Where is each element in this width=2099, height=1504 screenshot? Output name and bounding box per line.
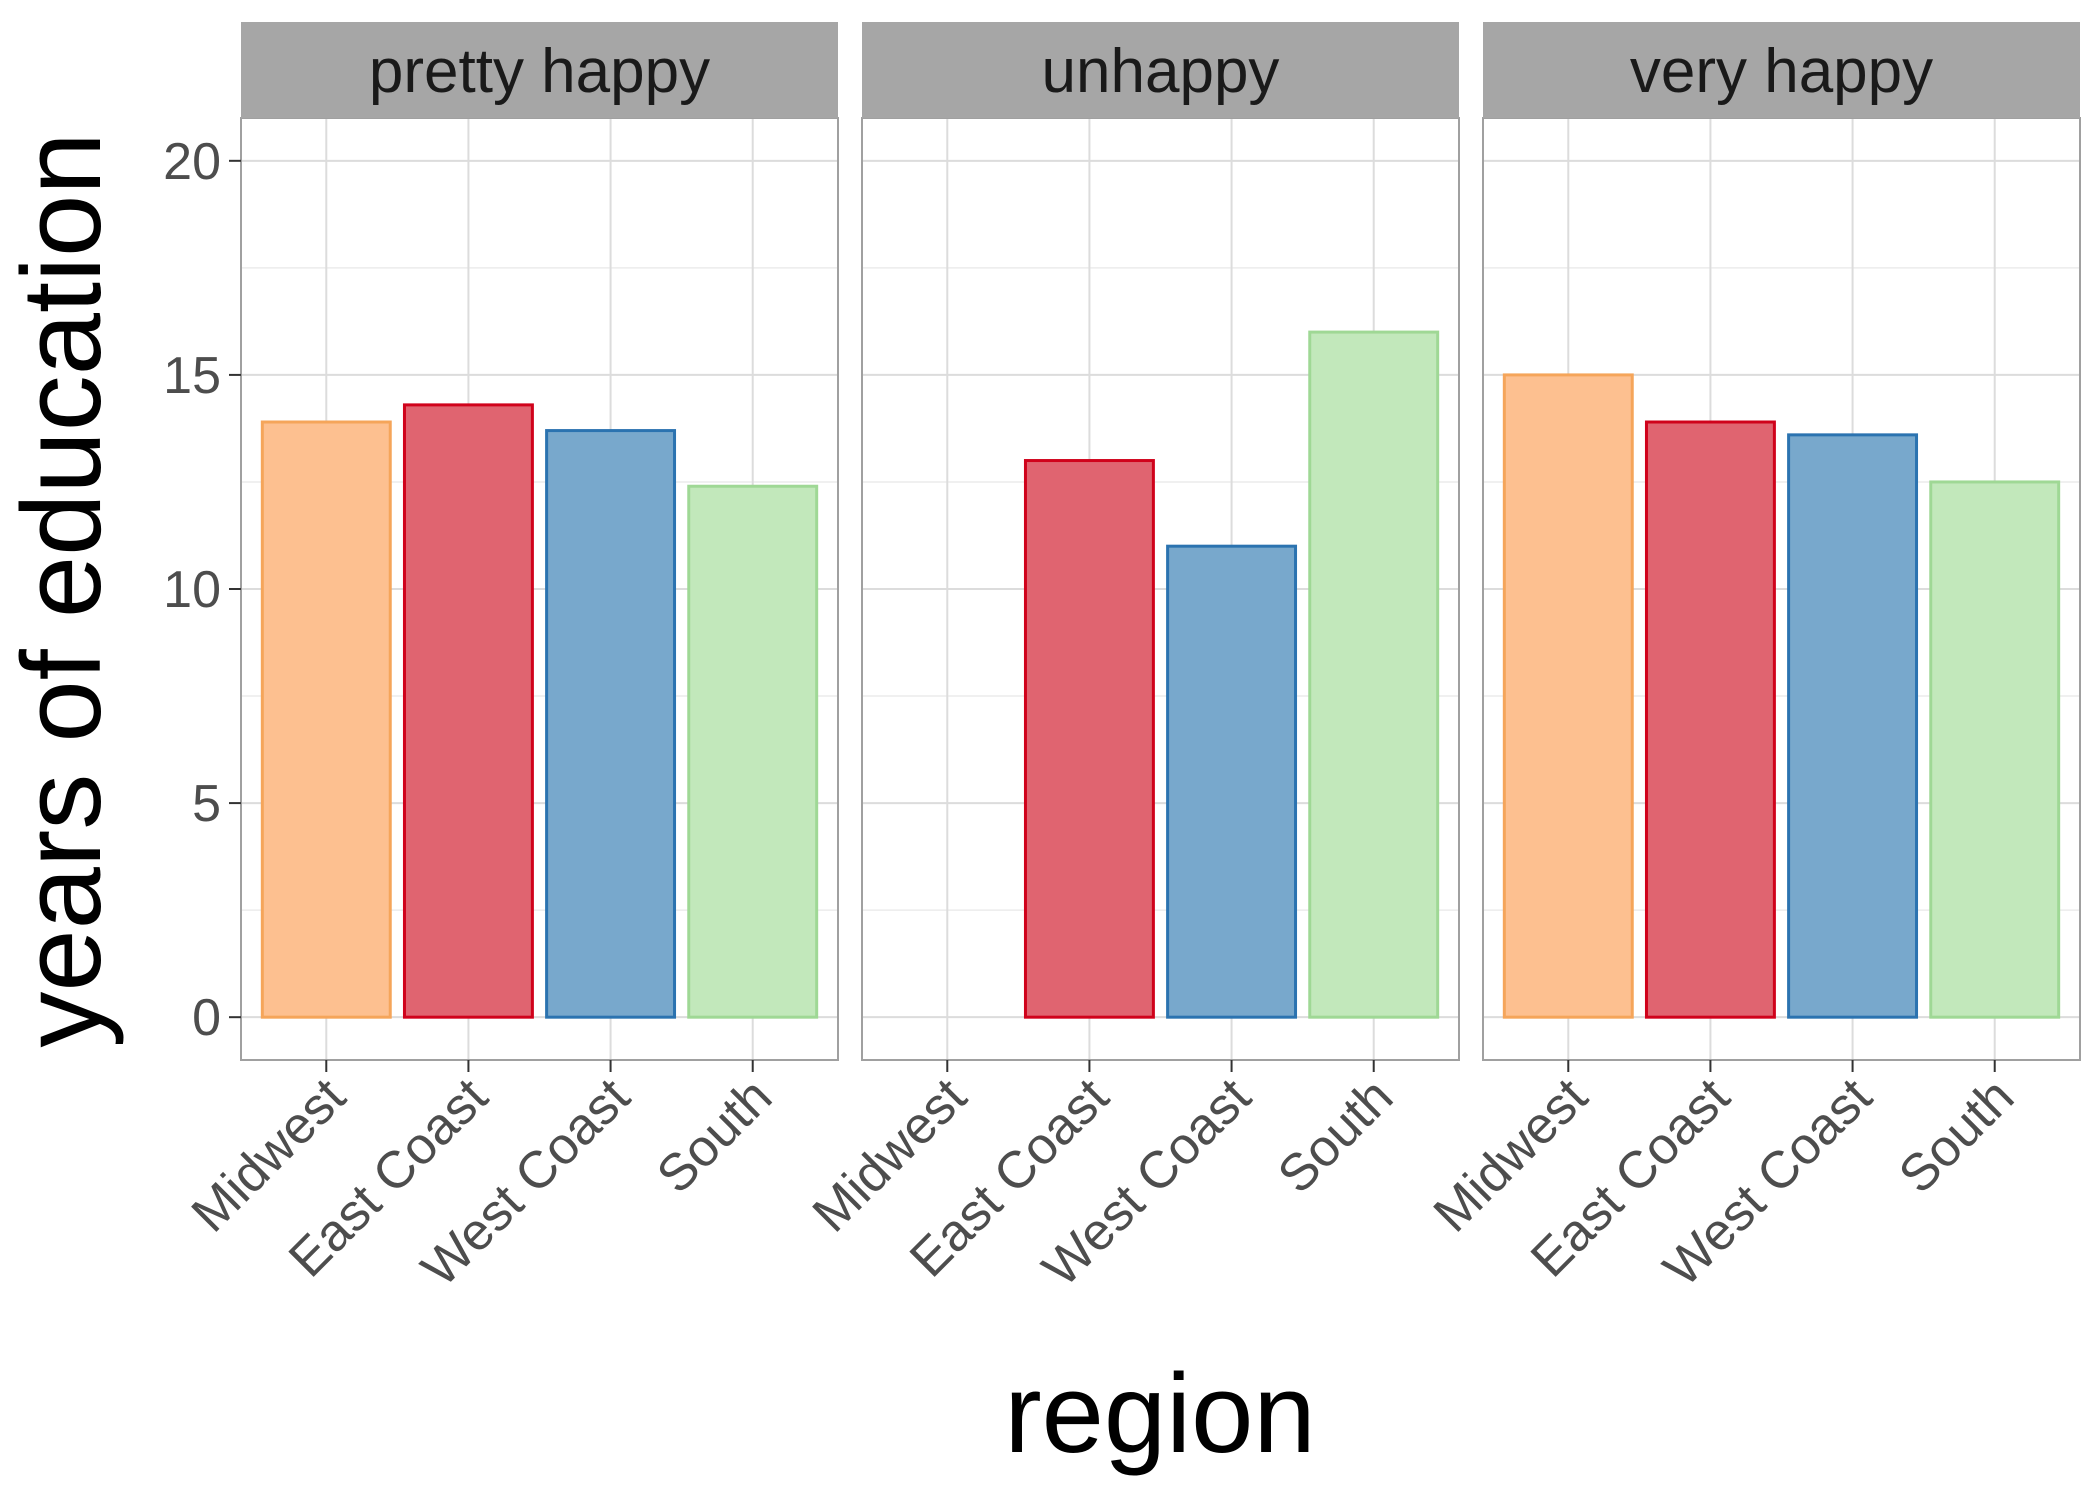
y-axis-title: years of education (0, 132, 124, 1047)
bar-very-happy-west-coast (1787, 433, 1919, 1019)
bar-pretty-happy-west-coast (545, 429, 677, 1019)
facet-strip-label: pretty happy (369, 37, 710, 106)
facet-strip-label: unhappy (1042, 37, 1280, 106)
y-tick-label: 5 (192, 775, 221, 833)
bar-very-happy-midwest (1502, 373, 1634, 1019)
x-axis-title: region (1004, 1351, 1315, 1476)
bar-pretty-happy-east-coast (402, 403, 534, 1019)
facet-strip-background (241, 22, 838, 118)
bar-unhappy-east-coast (1023, 459, 1155, 1019)
y-tick-label: 10 (163, 561, 221, 619)
facet-strip-label: very happy (1630, 37, 1933, 106)
y-axis: 0 5 10 15 20 (163, 133, 241, 1047)
y-tick-label: 0 (192, 989, 221, 1047)
bar-unhappy-west-coast (1166, 544, 1298, 1019)
facet-strip-background (1483, 22, 2080, 118)
bar-very-happy-east-coast (1644, 420, 1776, 1019)
x-tick-label: South (1267, 1067, 1404, 1204)
bar-very-happy-south (1929, 480, 2061, 1019)
y-tick-label: 15 (163, 347, 221, 405)
y-tick-label: 20 (163, 133, 221, 191)
bar-unhappy-south (1308, 330, 1440, 1019)
x-tick-label: South (1888, 1067, 2025, 1204)
bar-pretty-happy-midwest (260, 420, 392, 1019)
bar-pretty-happy-south (687, 484, 819, 1019)
facet-strip-background (862, 22, 1459, 118)
x-tick-label: South (646, 1067, 783, 1204)
